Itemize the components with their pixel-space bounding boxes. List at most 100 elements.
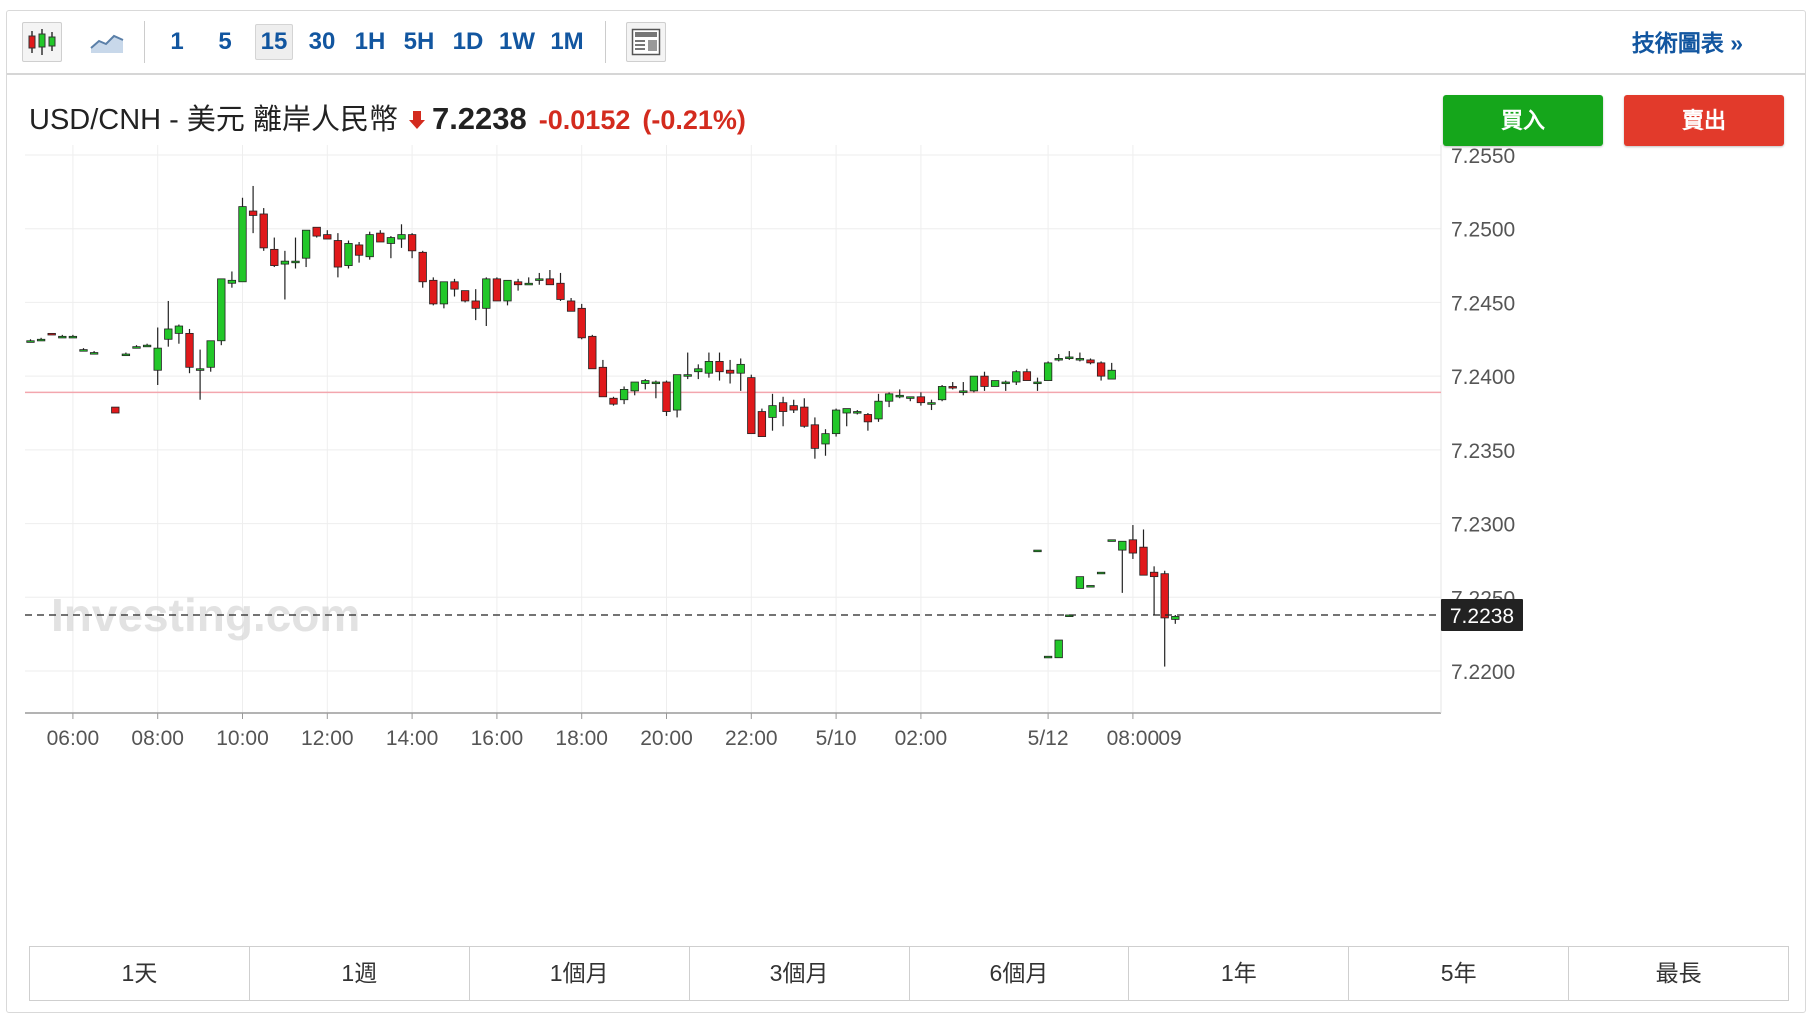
- candle-body: [736, 363, 745, 374]
- candle-body: [853, 411, 862, 414]
- price-change-percent: (-0.21%): [642, 105, 746, 135]
- candle-body: [460, 290, 470, 302]
- candle-body: [821, 433, 830, 445]
- candle-body: [1107, 539, 1116, 542]
- candle-body: [1033, 381, 1042, 385]
- candle-body: [895, 394, 904, 398]
- candle-body: [800, 406, 809, 427]
- range-max[interactable]: 最長: [1655, 960, 1702, 986]
- candle-body: [757, 411, 767, 437]
- range-1m[interactable]: 1個月: [470, 947, 690, 1000]
- y-tick-label: 7.2350: [1451, 440, 1515, 463]
- candle-body: [1160, 573, 1169, 619]
- chart-toolbar: 1 5 15 30 1H 5H 1D 1W 1M 技術圖表 »: [7, 11, 1805, 75]
- range-1d[interactable]: 1天: [30, 947, 250, 1000]
- candle-body: [683, 374, 692, 377]
- buy-button[interactable]: 買入: [1443, 95, 1603, 146]
- last-price-label: 7.2238: [1450, 605, 1514, 628]
- candle-body: [248, 210, 258, 216]
- interval-1m[interactable]: 1M: [550, 28, 584, 55]
- x-tick-label: 5/10: [816, 727, 857, 750]
- candle-body: [492, 278, 502, 302]
- candle-body: [588, 335, 597, 370]
- candle-body: [407, 234, 417, 252]
- candle-body: [916, 396, 926, 404]
- x-tick-label: 08:00: [1107, 727, 1160, 750]
- candle-body: [672, 374, 682, 411]
- range-1y[interactable]: 1年: [1129, 947, 1350, 1000]
- candle-body: [619, 389, 629, 401]
- candle-body: [450, 281, 459, 290]
- candlestick-icon[interactable]: [22, 22, 62, 62]
- range-5y[interactable]: 5年: [1349, 947, 1570, 1000]
- y-tick-label: 7.2550: [1451, 145, 1515, 168]
- candle-body: [482, 278, 491, 309]
- candle-body: [195, 368, 205, 371]
- symbol-title: USD/CNH - 美元 離岸人民幣: [29, 104, 398, 136]
- candle-body: [280, 260, 290, 265]
- candle-body: [937, 386, 947, 401]
- layout-icon[interactable]: [626, 22, 666, 62]
- candle-body: [1065, 356, 1074, 359]
- candle-body: [927, 402, 936, 405]
- interval-1h[interactable]: 1H: [354, 28, 386, 55]
- candle-body: [1043, 362, 1053, 381]
- interval-1[interactable]: 1: [170, 28, 184, 55]
- candle-body: [1001, 381, 1010, 385]
- candle-body: [397, 234, 406, 240]
- candle-body: [291, 260, 300, 264]
- x-tick-label: 20:00: [640, 727, 693, 750]
- x-tick-label: 12:00: [301, 727, 354, 750]
- area-chart-icon[interactable]: [87, 22, 127, 62]
- candle-body: [959, 390, 968, 393]
- candle-body: [312, 226, 321, 237]
- candle-body: [906, 396, 915, 399]
- candle-body: [1043, 655, 1053, 659]
- range-1w[interactable]: 1週: [250, 947, 470, 1000]
- interval-15[interactable]: 15: [255, 24, 293, 60]
- price-change: -0.0152: [538, 105, 631, 135]
- candle-body: [715, 360, 724, 373]
- candle-body: [344, 243, 353, 266]
- time-range-selector: 1天 1週 1個月 3個月 6個月 1年 5年 最長: [29, 946, 1789, 1001]
- interval-5[interactable]: 5: [218, 28, 232, 55]
- range-3m[interactable]: 3個月: [690, 947, 910, 1000]
- y-tick-label: 7.2200: [1451, 661, 1515, 684]
- y-tick-label: 7.2450: [1451, 292, 1515, 315]
- candle-body: [969, 375, 979, 392]
- candle-body: [948, 386, 957, 389]
- candle-body: [778, 402, 788, 412]
- candle-body: [842, 408, 851, 414]
- candle-body: [1012, 371, 1021, 383]
- candle-body: [980, 375, 989, 387]
- candle-body: [142, 344, 152, 348]
- candle-body: [566, 300, 576, 312]
- interval-1d[interactable]: 1D: [452, 28, 484, 55]
- candle-body: [789, 405, 798, 411]
- last-price: 7.2238: [431, 101, 527, 136]
- interval-30[interactable]: 30: [308, 28, 336, 55]
- x-tick-label: 08:00: [131, 727, 184, 750]
- candle-body: [270, 248, 279, 266]
- candle-body: [47, 332, 56, 336]
- x-tick-label: 06:00: [47, 727, 100, 750]
- candle-body: [68, 335, 78, 339]
- sell-button[interactable]: 賣出: [1624, 95, 1784, 146]
- candle-body: [386, 237, 396, 244]
- interval-1w[interactable]: 1W: [499, 28, 535, 55]
- candle-body: [874, 400, 883, 420]
- candle-body: [1086, 359, 1095, 364]
- candle-body: [185, 332, 194, 368]
- range-6m[interactable]: 6個月: [910, 947, 1130, 1000]
- candle-body: [217, 278, 226, 342]
- technical-chart-link[interactable]: 技術圖表 »: [1631, 30, 1743, 56]
- candle-body: [365, 234, 374, 258]
- candle-body: [1075, 358, 1085, 361]
- toolbar-separator: [144, 21, 145, 63]
- candle-body: [1022, 371, 1032, 381]
- interval-5h[interactable]: 5H: [403, 28, 435, 55]
- candle-body: [418, 251, 427, 283]
- x-tick-label: 10:00: [216, 727, 269, 750]
- candle-body: [556, 282, 565, 300]
- candle-body: [1054, 358, 1063, 361]
